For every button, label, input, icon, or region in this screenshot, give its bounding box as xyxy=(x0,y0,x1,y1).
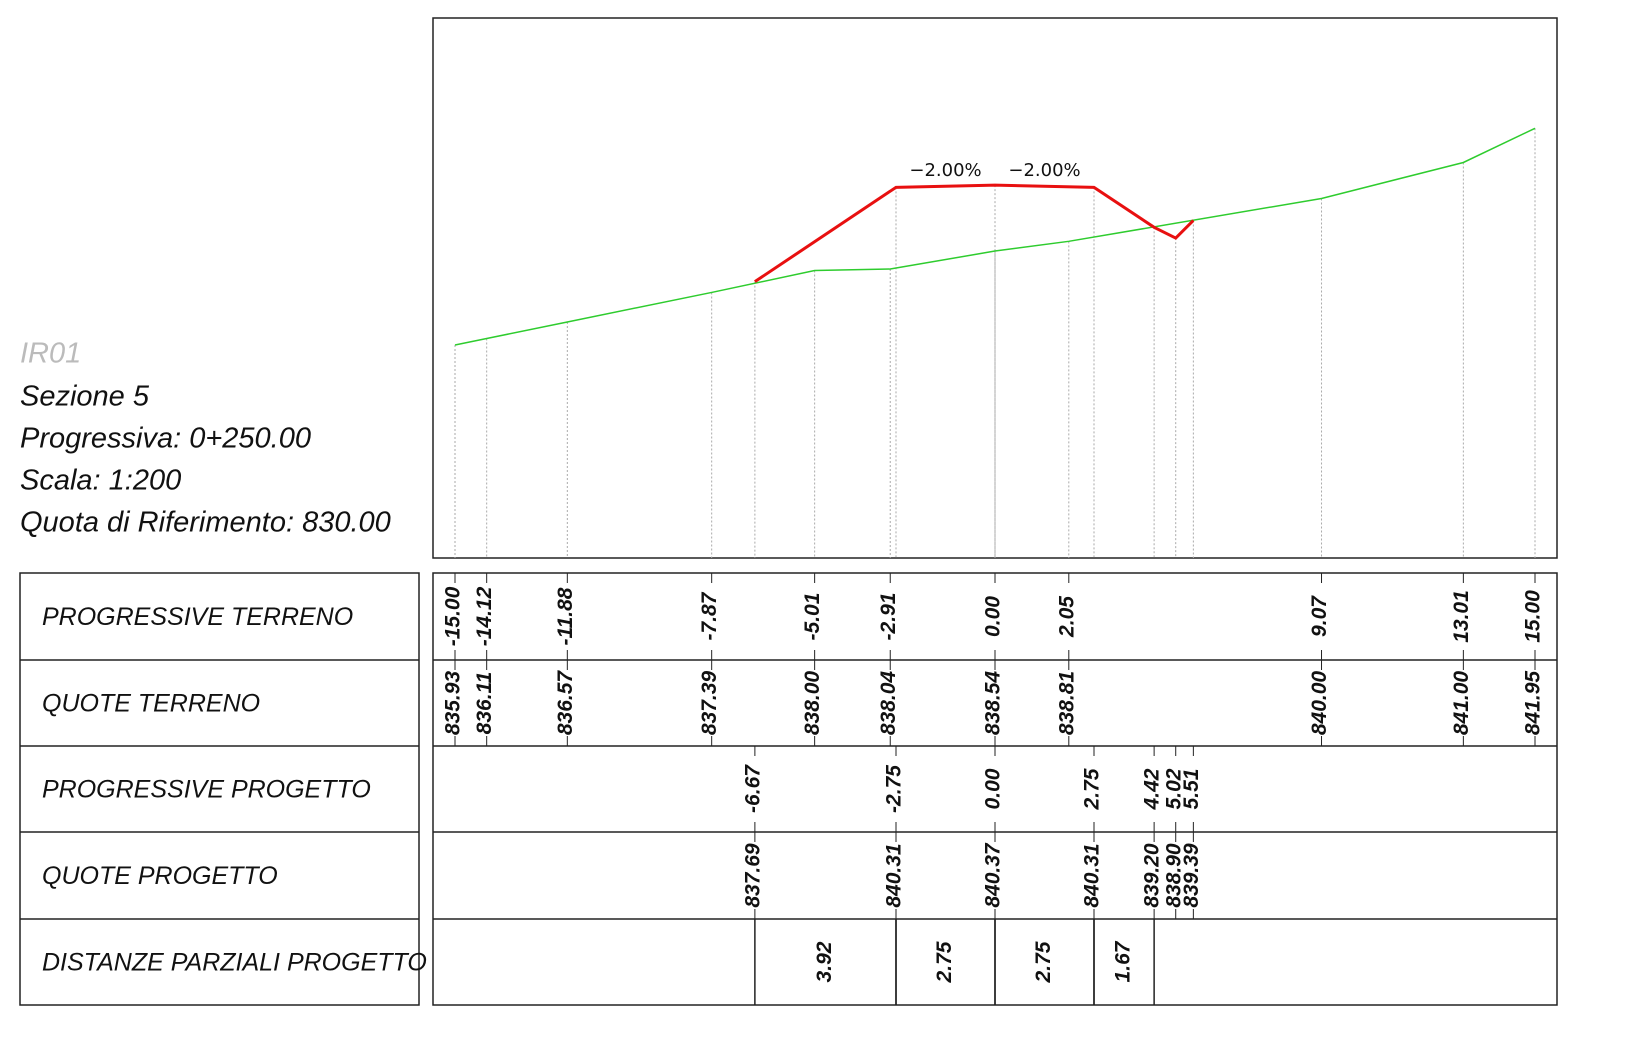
row-value: 841.95 xyxy=(1522,671,1545,736)
info-line: IR01 xyxy=(20,338,81,370)
row-value: 5.51 xyxy=(1180,769,1203,810)
row-label: QUOTE PROGETTO xyxy=(42,862,278,890)
info-line: Sezione 5 xyxy=(20,381,150,413)
row-value: -2.91 xyxy=(877,593,900,641)
distance-value: 3.92 xyxy=(813,941,836,982)
row-value: 840.31 xyxy=(883,843,906,907)
distance-value: 2.75 xyxy=(1032,941,1055,983)
row-value: 9.07 xyxy=(1308,595,1331,637)
label-table xyxy=(19,572,420,1006)
row-value: -14.12 xyxy=(473,586,496,646)
row-value: 840.31 xyxy=(1081,843,1104,907)
distance-value: 2.75 xyxy=(933,941,956,983)
row-value: -5.01 xyxy=(801,593,824,641)
row-value: 836.57 xyxy=(554,670,577,736)
row-value: -11.88 xyxy=(554,587,577,645)
info-line: Scala: 1:200 xyxy=(20,465,181,497)
row-value: 836.11 xyxy=(473,672,496,735)
row-value: 2.75 xyxy=(1081,768,1104,810)
row-value: 837.69 xyxy=(741,843,764,908)
distance-value: 1.67 xyxy=(1112,940,1135,982)
row-value: 840.00 xyxy=(1308,671,1331,736)
row-value: -7.87 xyxy=(698,591,721,640)
row-value: 5.02 xyxy=(1162,768,1185,809)
row-label: PROGRESSIVE PROGETTO xyxy=(42,776,371,804)
project-line xyxy=(754,183,1195,283)
row-value: 13.01 xyxy=(1450,590,1473,643)
slope-label: −2.00% xyxy=(1008,160,1080,181)
row-value: 15.00 xyxy=(1522,590,1545,643)
row-value: 838.00 xyxy=(801,671,824,736)
info-line: Quota di Riferimento: 830.00 xyxy=(20,507,391,539)
row-label: QUOTE TERRENO xyxy=(42,690,260,718)
row-value: 839.20 xyxy=(1141,843,1164,908)
row-value: -15.00 xyxy=(442,586,465,646)
row-value: 838.54 xyxy=(982,671,1005,736)
terrain-line xyxy=(454,127,1536,346)
row-value: 0.00 xyxy=(982,768,1005,809)
row-label: PROGRESSIVE TERRENO xyxy=(42,603,353,631)
row-value: 838.81 xyxy=(1055,671,1078,735)
row-value: 837.39 xyxy=(698,671,721,736)
row-value: -6.67 xyxy=(741,764,764,813)
row-value: 835.93 xyxy=(442,671,465,736)
row-value: 840.37 xyxy=(982,842,1005,908)
info-line: Progressiva: 0+250.00 xyxy=(20,423,311,455)
row-value: 838.04 xyxy=(877,671,900,736)
row-label: DISTANZE PARZIALI PROGETTO xyxy=(42,949,427,977)
row-value: -2.75 xyxy=(883,765,906,813)
row-value: 839.39 xyxy=(1180,843,1203,908)
slope-label: −2.00% xyxy=(909,160,981,181)
row-value: 838.90 xyxy=(1162,843,1185,908)
row-value: 841.00 xyxy=(1450,671,1473,736)
row-value: 0.00 xyxy=(982,596,1005,637)
row-value: 4.42 xyxy=(1141,768,1164,810)
row-value: 2.05 xyxy=(1055,596,1078,638)
